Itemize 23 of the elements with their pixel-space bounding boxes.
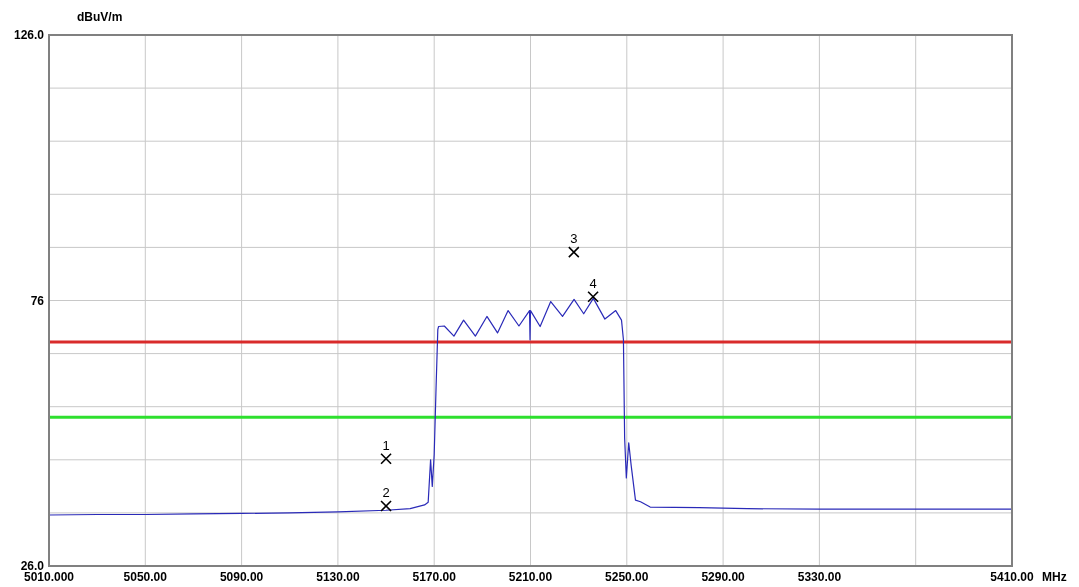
y-axis-title: dBuV/m (77, 10, 123, 24)
point (380, 452, 392, 465)
line-series (48, 297, 1013, 516)
point (380, 500, 392, 512)
annotation: 3 (570, 231, 578, 247)
x-axis-title: MHz (1042, 570, 1067, 584)
point (568, 246, 580, 258)
annotation: 1 (382, 437, 390, 453)
annotation: 4 (589, 275, 597, 291)
x-tick-label: 5090.00 (219, 570, 264, 584)
x-tick-label: 5010.000 (23, 570, 75, 584)
y-tick-label: 126.0 (13, 28, 45, 43)
x-tick-label: 5410.00 (990, 570, 1035, 584)
x-tick-label: 5250.00 (605, 570, 649, 584)
point (587, 290, 599, 303)
y-tick-label: 76 (30, 293, 45, 308)
x-tick-label: 5210.00 (508, 570, 553, 584)
annotation: 2 (382, 485, 390, 500)
x-tick-label: 5290.00 (701, 570, 746, 584)
x-tick-label: 5130.00 (316, 570, 360, 584)
x-tick-label: 5050.00 (123, 570, 168, 584)
x-tick-label: 5330.00 (797, 570, 842, 584)
x-tick-label: 5170.00 (412, 570, 457, 584)
